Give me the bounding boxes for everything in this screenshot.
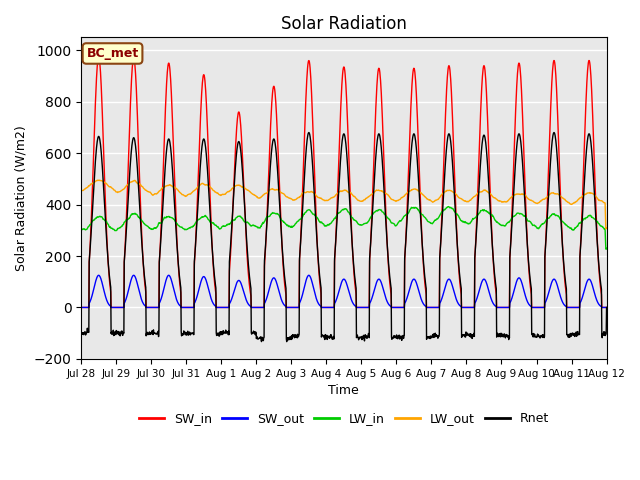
SW_in — [195, 171, 202, 177]
Title: Solar Radiation: Solar Radiation — [281, 15, 407, 33]
X-axis label: Time: Time — [328, 384, 359, 397]
LW_out — [541, 196, 548, 202]
Rnet — [181, 332, 189, 337]
LW_out — [602, 226, 610, 232]
LW_in — [77, 227, 85, 232]
Rnet — [194, 201, 202, 207]
LW_in — [425, 219, 433, 225]
Line: Rnet: Rnet — [81, 132, 607, 342]
LW_in — [602, 246, 610, 252]
Rnet — [494, 332, 502, 337]
LW_in — [494, 220, 502, 226]
SW_out — [95, 273, 102, 278]
SW_in — [494, 305, 502, 311]
SW_out — [77, 305, 85, 311]
LW_out — [494, 198, 502, 204]
LW_in — [194, 217, 202, 223]
SW_out — [603, 305, 611, 311]
LW_out — [253, 194, 261, 200]
Line: LW_in: LW_in — [81, 206, 607, 249]
Line: LW_out: LW_out — [81, 180, 607, 229]
Rnet — [283, 339, 291, 345]
SW_out — [253, 305, 261, 311]
SW_in — [541, 305, 548, 311]
Rnet — [253, 334, 260, 339]
LW_out — [182, 193, 189, 199]
SW_out — [195, 288, 202, 294]
LW_in — [445, 204, 452, 209]
LW_in — [181, 227, 189, 232]
Rnet — [426, 336, 433, 341]
Rnet — [550, 130, 558, 135]
LW_in — [603, 245, 611, 251]
SW_in — [182, 305, 189, 311]
LW_out — [426, 197, 433, 203]
SW_in — [426, 305, 433, 311]
Y-axis label: Solar Radiation (W/m2): Solar Radiation (W/m2) — [15, 125, 28, 271]
Rnet — [603, 305, 611, 311]
Rnet — [541, 334, 548, 339]
LW_in — [541, 220, 548, 226]
SW_out — [426, 305, 433, 311]
SW_in — [77, 305, 85, 311]
SW_out — [182, 305, 189, 311]
Legend: SW_in, SW_out, LW_in, LW_out, Rnet: SW_in, SW_out, LW_in, LW_out, Rnet — [134, 407, 554, 430]
Line: SW_in: SW_in — [81, 57, 607, 308]
LW_out — [94, 177, 102, 183]
LW_out — [77, 188, 85, 193]
SW_out — [541, 305, 548, 311]
Rnet — [77, 330, 85, 336]
LW_out — [603, 225, 611, 231]
SW_in — [95, 54, 102, 60]
Text: BC_met: BC_met — [86, 47, 139, 60]
Line: SW_out: SW_out — [81, 276, 607, 308]
LW_in — [253, 224, 260, 229]
LW_out — [195, 184, 202, 190]
SW_out — [494, 305, 502, 311]
SW_in — [603, 305, 611, 311]
SW_in — [253, 305, 261, 311]
